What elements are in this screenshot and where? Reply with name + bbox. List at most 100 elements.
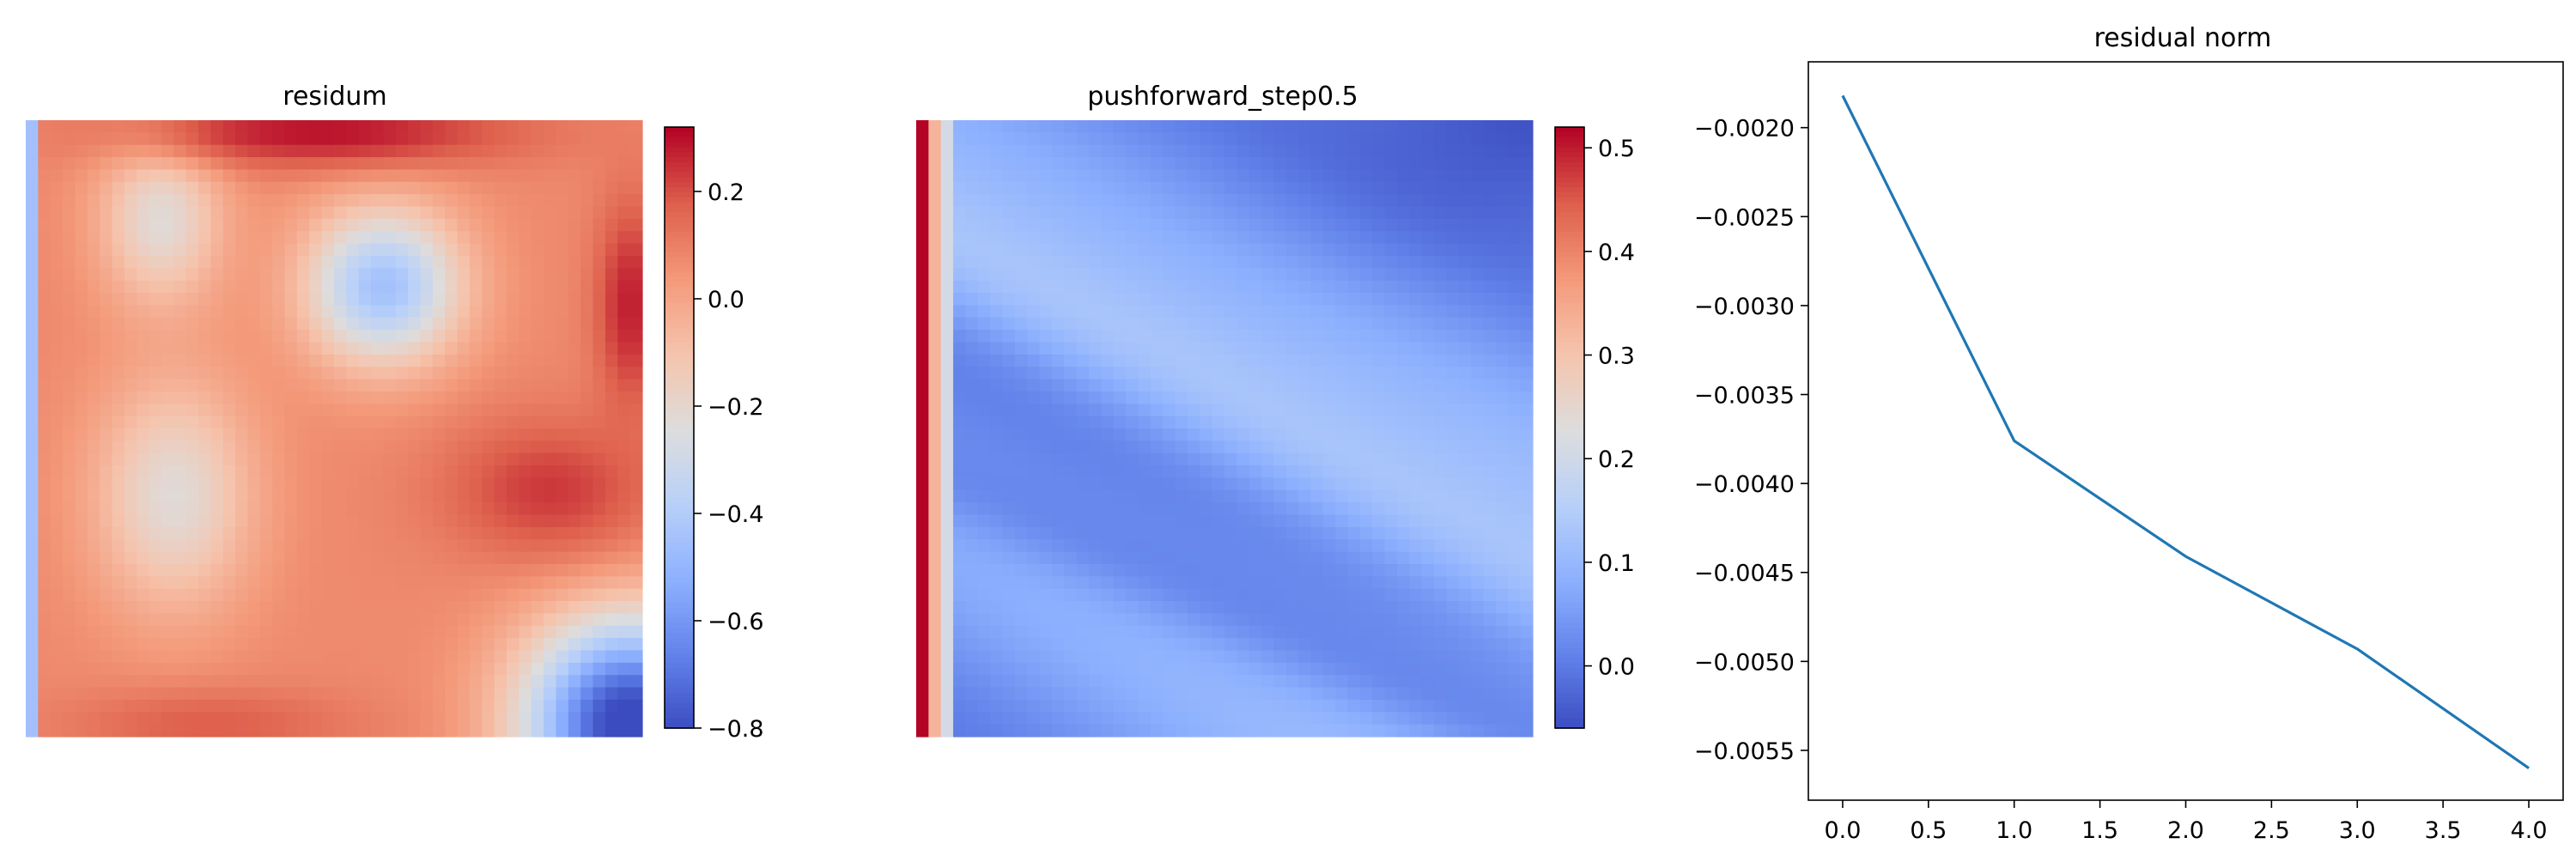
heatmap-cell (580, 244, 593, 257)
heatmap-cell (137, 490, 149, 503)
heatmap-cell (396, 132, 409, 145)
heatmap-cell (1521, 416, 1534, 429)
heatmap-cell (1089, 428, 1102, 441)
heatmap-cell (26, 281, 39, 294)
heatmap-cell (1422, 169, 1435, 182)
heatmap-cell (507, 576, 519, 589)
heatmap-cell (1114, 330, 1127, 343)
heatmap-cell (1471, 613, 1484, 626)
heatmap-cell (75, 613, 88, 626)
heatmap-cell (458, 663, 471, 676)
heatmap-cell (617, 502, 630, 515)
heatmap-cell (75, 281, 88, 294)
heatmap-cell (149, 626, 162, 639)
heatmap-cell (495, 355, 507, 367)
heatmap-cell (309, 244, 322, 257)
heatmap-cell (1409, 428, 1422, 441)
heatmap-cell (125, 342, 137, 355)
heatmap-cell (507, 355, 519, 367)
heatmap-cell (1446, 663, 1459, 676)
heatmap-cell (605, 515, 618, 528)
heatmap-cell (1372, 440, 1385, 453)
heatmap-cell (1224, 477, 1237, 490)
heatmap-cell (1521, 367, 1534, 379)
heatmap-cell (1040, 244, 1053, 257)
heatmap-cell (1114, 219, 1127, 232)
heatmap-cell (532, 428, 544, 441)
heatmap-cell (1064, 589, 1077, 602)
heatmap-cell (1348, 305, 1361, 318)
colorbar-segment (665, 297, 694, 303)
heatmap-cell (186, 367, 199, 379)
heatmap-cell (1138, 120, 1151, 133)
heatmap-cell (928, 392, 941, 404)
heatmap-cell (916, 477, 929, 490)
heatmap-cell (544, 355, 556, 367)
heatmap-cell (978, 330, 991, 343)
heatmap-cell (928, 330, 941, 343)
heatmap-cell (1064, 330, 1077, 343)
heatmap-cell (1015, 342, 1028, 355)
heatmap-cell (1188, 182, 1200, 195)
heatmap-cell (346, 219, 359, 232)
heatmap-cell (51, 219, 64, 232)
heatmap-cell (1446, 502, 1459, 515)
heatmap-cell (630, 502, 643, 515)
heatmap-cell (198, 564, 211, 577)
heatmap-cell (26, 552, 39, 565)
heatmap-cell (112, 477, 125, 490)
heatmap-cell (544, 293, 556, 306)
heatmap-cell (359, 552, 372, 565)
heatmap-cell (445, 404, 458, 416)
heatmap-cell (556, 281, 568, 294)
heatmap-cell (1040, 182, 1053, 195)
heatmap-cell (1126, 182, 1139, 195)
heatmap-cell (112, 725, 125, 738)
heatmap-cell (26, 392, 39, 404)
colorbar-segment (665, 413, 694, 419)
heatmap-cell (1372, 564, 1385, 577)
heatmap-cell (198, 712, 211, 725)
heatmap-cell (371, 712, 384, 725)
heatmap-cell (1446, 688, 1459, 701)
heatmap-cell (1521, 564, 1534, 577)
heatmap-cell (1348, 120, 1361, 133)
heatmap-cell (421, 564, 434, 577)
heatmap-cell (916, 404, 929, 416)
heatmap-cell (75, 367, 88, 379)
heatmap-cell (260, 207, 273, 220)
heatmap-cell (1212, 440, 1225, 453)
heatmap-cell (916, 145, 929, 158)
heatmap-cell (1089, 342, 1102, 355)
heatmap-cell (568, 700, 581, 713)
heatmap-cell (593, 502, 606, 515)
heatmap-cell (235, 293, 248, 306)
heatmap-cell (1015, 305, 1028, 318)
heatmap-cell (1446, 576, 1459, 589)
heatmap-cell (38, 367, 51, 379)
heatmap-cell (334, 367, 347, 379)
heatmap-cell (186, 157, 199, 170)
heatmap-cell (383, 132, 396, 145)
heatmap-cell (593, 392, 606, 404)
heatmap-cell (928, 576, 941, 589)
heatmap-cell (482, 564, 495, 577)
heatmap-cell (210, 169, 223, 182)
heatmap-cell (1163, 477, 1176, 490)
heatmap-cell (1459, 157, 1472, 170)
heatmap-cell (1360, 120, 1373, 133)
heatmap-cell (544, 663, 556, 676)
heatmap-cell (100, 182, 112, 195)
heatmap-cell (285, 207, 298, 220)
heatmap-cell (88, 194, 100, 207)
heatmap-cell (1484, 688, 1497, 701)
heatmap-cell (383, 293, 396, 306)
heatmap-cell (88, 527, 100, 540)
heatmap-cell (519, 650, 532, 663)
heatmap-cell (1027, 219, 1040, 232)
heatmap-cell (1286, 552, 1299, 565)
heatmap-cell (507, 490, 519, 503)
heatmap-cell (334, 404, 347, 416)
heatmap-cell (1236, 305, 1249, 318)
heatmap-cell (1015, 293, 1028, 306)
